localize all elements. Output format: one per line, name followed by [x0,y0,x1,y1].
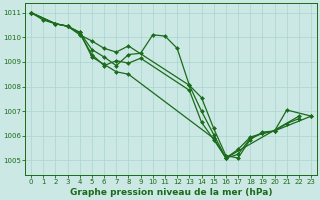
X-axis label: Graphe pression niveau de la mer (hPa): Graphe pression niveau de la mer (hPa) [70,188,272,197]
